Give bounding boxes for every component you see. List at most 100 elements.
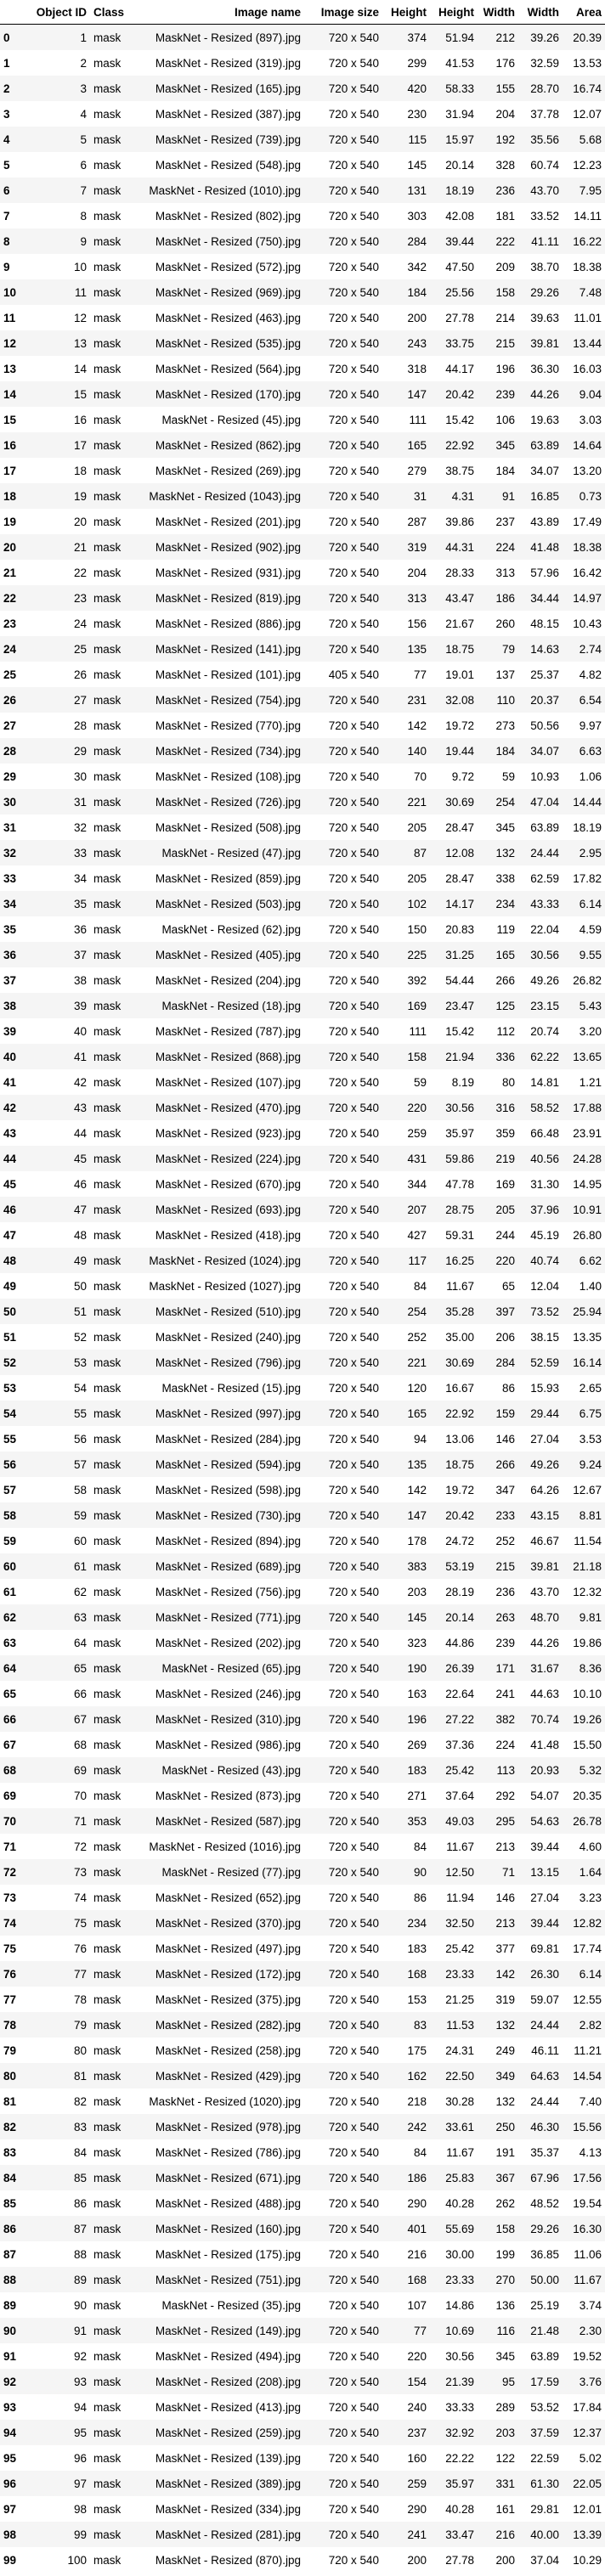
- width-px-cell: 254: [495, 795, 515, 809]
- image-size-cell: 720 x 540: [328, 234, 379, 248]
- area-cell: 19.86: [573, 1636, 602, 1649]
- width-pct-cell: 46.11: [531, 2043, 559, 2057]
- table-row: 49 50 mask MaskNet - Resized (1027).jpg 720 …: [0, 1273, 605, 1299]
- image-size-cell: 720 x 540: [328, 795, 379, 809]
- width-px-cell: 345: [495, 2349, 515, 2363]
- row-index: 65: [3, 1687, 17, 1700]
- height-pct-cell: 42.08: [445, 209, 474, 223]
- object-id-cell: 17: [73, 438, 87, 452]
- object-id-cell: 87: [73, 2222, 87, 2235]
- width-pct-cell: 23.15: [530, 999, 559, 1012]
- width-px-cell: 181: [495, 209, 515, 223]
- width-px-cell: 313: [495, 566, 515, 579]
- width-pct-cell: 34.07: [530, 464, 559, 477]
- object-id-cell: 82: [73, 2094, 87, 2108]
- width-px-cell: 161: [495, 2502, 515, 2516]
- height-px-cell: 165: [407, 438, 427, 452]
- height-px-cell: 94: [413, 1432, 427, 1446]
- class-cell: mask: [93, 1763, 122, 1777]
- class-cell: mask: [93, 336, 122, 350]
- class-cell: mask: [93, 795, 122, 809]
- class-cell: mask: [93, 1585, 122, 1598]
- width-px-cell: 132: [495, 2094, 515, 2108]
- width-pct-cell: 67.96: [530, 2171, 559, 2184]
- object-id-cell: 47: [73, 1203, 87, 1216]
- image-size-cell: 720 x 540: [328, 1738, 379, 1751]
- height-px-cell: 220: [407, 2349, 427, 2363]
- table-row: 88 89 mask MaskNet - Resized (751).jpg 720 x…: [0, 2267, 605, 2292]
- width-pct-cell: 14.63: [530, 642, 559, 656]
- width-pct-cell: 48.15: [530, 617, 559, 630]
- image-size-cell: 720 x 540: [328, 1406, 379, 1420]
- table-row: 34 35 mask MaskNet - Resized (503).jpg 720 x…: [0, 891, 605, 916]
- table-row: 50 51 mask MaskNet - Resized (510).jpg 720 x…: [0, 1299, 605, 1324]
- table-row: 16 17 mask MaskNet - Resized (862).jpg 720 x…: [0, 432, 605, 458]
- width-px-cell: 345: [495, 820, 515, 834]
- width-pct-cell: 39.44: [530, 1840, 559, 1853]
- row-index: 47: [3, 1228, 17, 1242]
- object-id-cell: 18: [73, 464, 87, 477]
- image-size-cell: 720 x 540: [328, 515, 379, 528]
- width-px-cell: 199: [495, 2247, 515, 2261]
- table-row: 68 69 mask MaskNet - Resized (43).jpg 720 x …: [0, 1757, 605, 1783]
- class-cell: mask: [93, 1305, 122, 1318]
- table-row: 18 19 mask MaskNet - Resized (1043).jpg 720 …: [0, 483, 605, 509]
- class-cell: mask: [93, 1993, 122, 2006]
- area-cell: 18.38: [573, 540, 602, 554]
- row-index: 56: [3, 1457, 17, 1471]
- width-px-cell: 222: [495, 234, 515, 248]
- width-px-cell: 171: [495, 1661, 515, 1675]
- image-name-cell: MaskNet - Resized (160).jpg: [155, 2222, 301, 2235]
- row-index: 34: [3, 897, 17, 910]
- area-cell: 17.49: [573, 515, 602, 528]
- width-px-cell: 241: [495, 1687, 515, 1700]
- width-px-cell: 119: [496, 922, 515, 936]
- image-name-cell: MaskNet - Resized (240).jpg: [155, 1330, 301, 1344]
- height-pct-cell: 33.75: [445, 336, 474, 350]
- class-cell: mask: [93, 1356, 122, 1369]
- table-row: 21 22 mask MaskNet - Resized (931).jpg 720 x…: [0, 560, 605, 585]
- image-size-cell: 720 x 540: [328, 973, 379, 987]
- class-cell: mask: [93, 1228, 122, 1242]
- class-cell: mask: [93, 2477, 122, 2490]
- height-px-cell: 392: [407, 973, 427, 987]
- table-row: 67 68 mask MaskNet - Resized (986).jpg 720 x…: [0, 1732, 605, 1757]
- width-px-cell: 233: [495, 1508, 515, 1522]
- row-index: 13: [3, 362, 17, 375]
- table-row: 44 45 mask MaskNet - Resized (224).jpg 720 x…: [0, 1146, 605, 1171]
- width-pct-cell: 12.04: [530, 1279, 559, 1293]
- class-cell: mask: [93, 1177, 122, 1191]
- row-index: 36: [3, 948, 17, 961]
- class-cell: mask: [93, 2171, 122, 2184]
- image-name-cell: MaskNet - Resized (754).jpg: [155, 693, 301, 707]
- width-pct-cell: 35.37: [530, 2145, 559, 2159]
- width-px-cell: 205: [495, 1203, 515, 1216]
- image-name-cell: MaskNet - Resized (671).jpg: [155, 2171, 301, 2184]
- object-id-cell: 41: [73, 1050, 87, 1063]
- image-size-cell: 720 x 540: [328, 2247, 379, 2261]
- table-row: 56 57 mask MaskNet - Resized (594).jpg 720 x…: [0, 1451, 605, 1477]
- width-px-cell: 209: [495, 260, 515, 273]
- image-name-cell: MaskNet - Resized (886).jpg: [155, 617, 301, 630]
- width-px-cell: 176: [495, 56, 515, 70]
- table-row: 31 32 mask MaskNet - Resized (508).jpg 720 x…: [0, 815, 605, 840]
- area-cell: 11.54: [574, 1534, 602, 1547]
- height-pct-cell: 44.31: [445, 540, 474, 554]
- width-pct-cell: 14.81: [530, 1075, 559, 1089]
- row-index: 75: [3, 1942, 17, 1955]
- area-cell: 13.20: [573, 464, 602, 477]
- width-px-cell: 338: [495, 871, 515, 885]
- height-px-cell: 150: [407, 922, 427, 936]
- height-px-cell: 59: [413, 1075, 427, 1089]
- image-name-cell: MaskNet - Resized (739).jpg: [155, 132, 301, 146]
- width-px-cell: 359: [495, 1126, 515, 1140]
- header-image-name: Image name: [131, 0, 304, 25]
- row-index: 55: [3, 1432, 17, 1446]
- row-index: 81: [3, 2094, 17, 2108]
- object-id-cell: 28: [73, 719, 87, 732]
- area-cell: 4.13: [579, 2145, 602, 2159]
- area-cell: 17.82: [573, 871, 602, 885]
- header-width-pct: Width: [518, 0, 563, 25]
- row-index: 15: [3, 413, 17, 426]
- class-cell: mask: [93, 1840, 122, 1853]
